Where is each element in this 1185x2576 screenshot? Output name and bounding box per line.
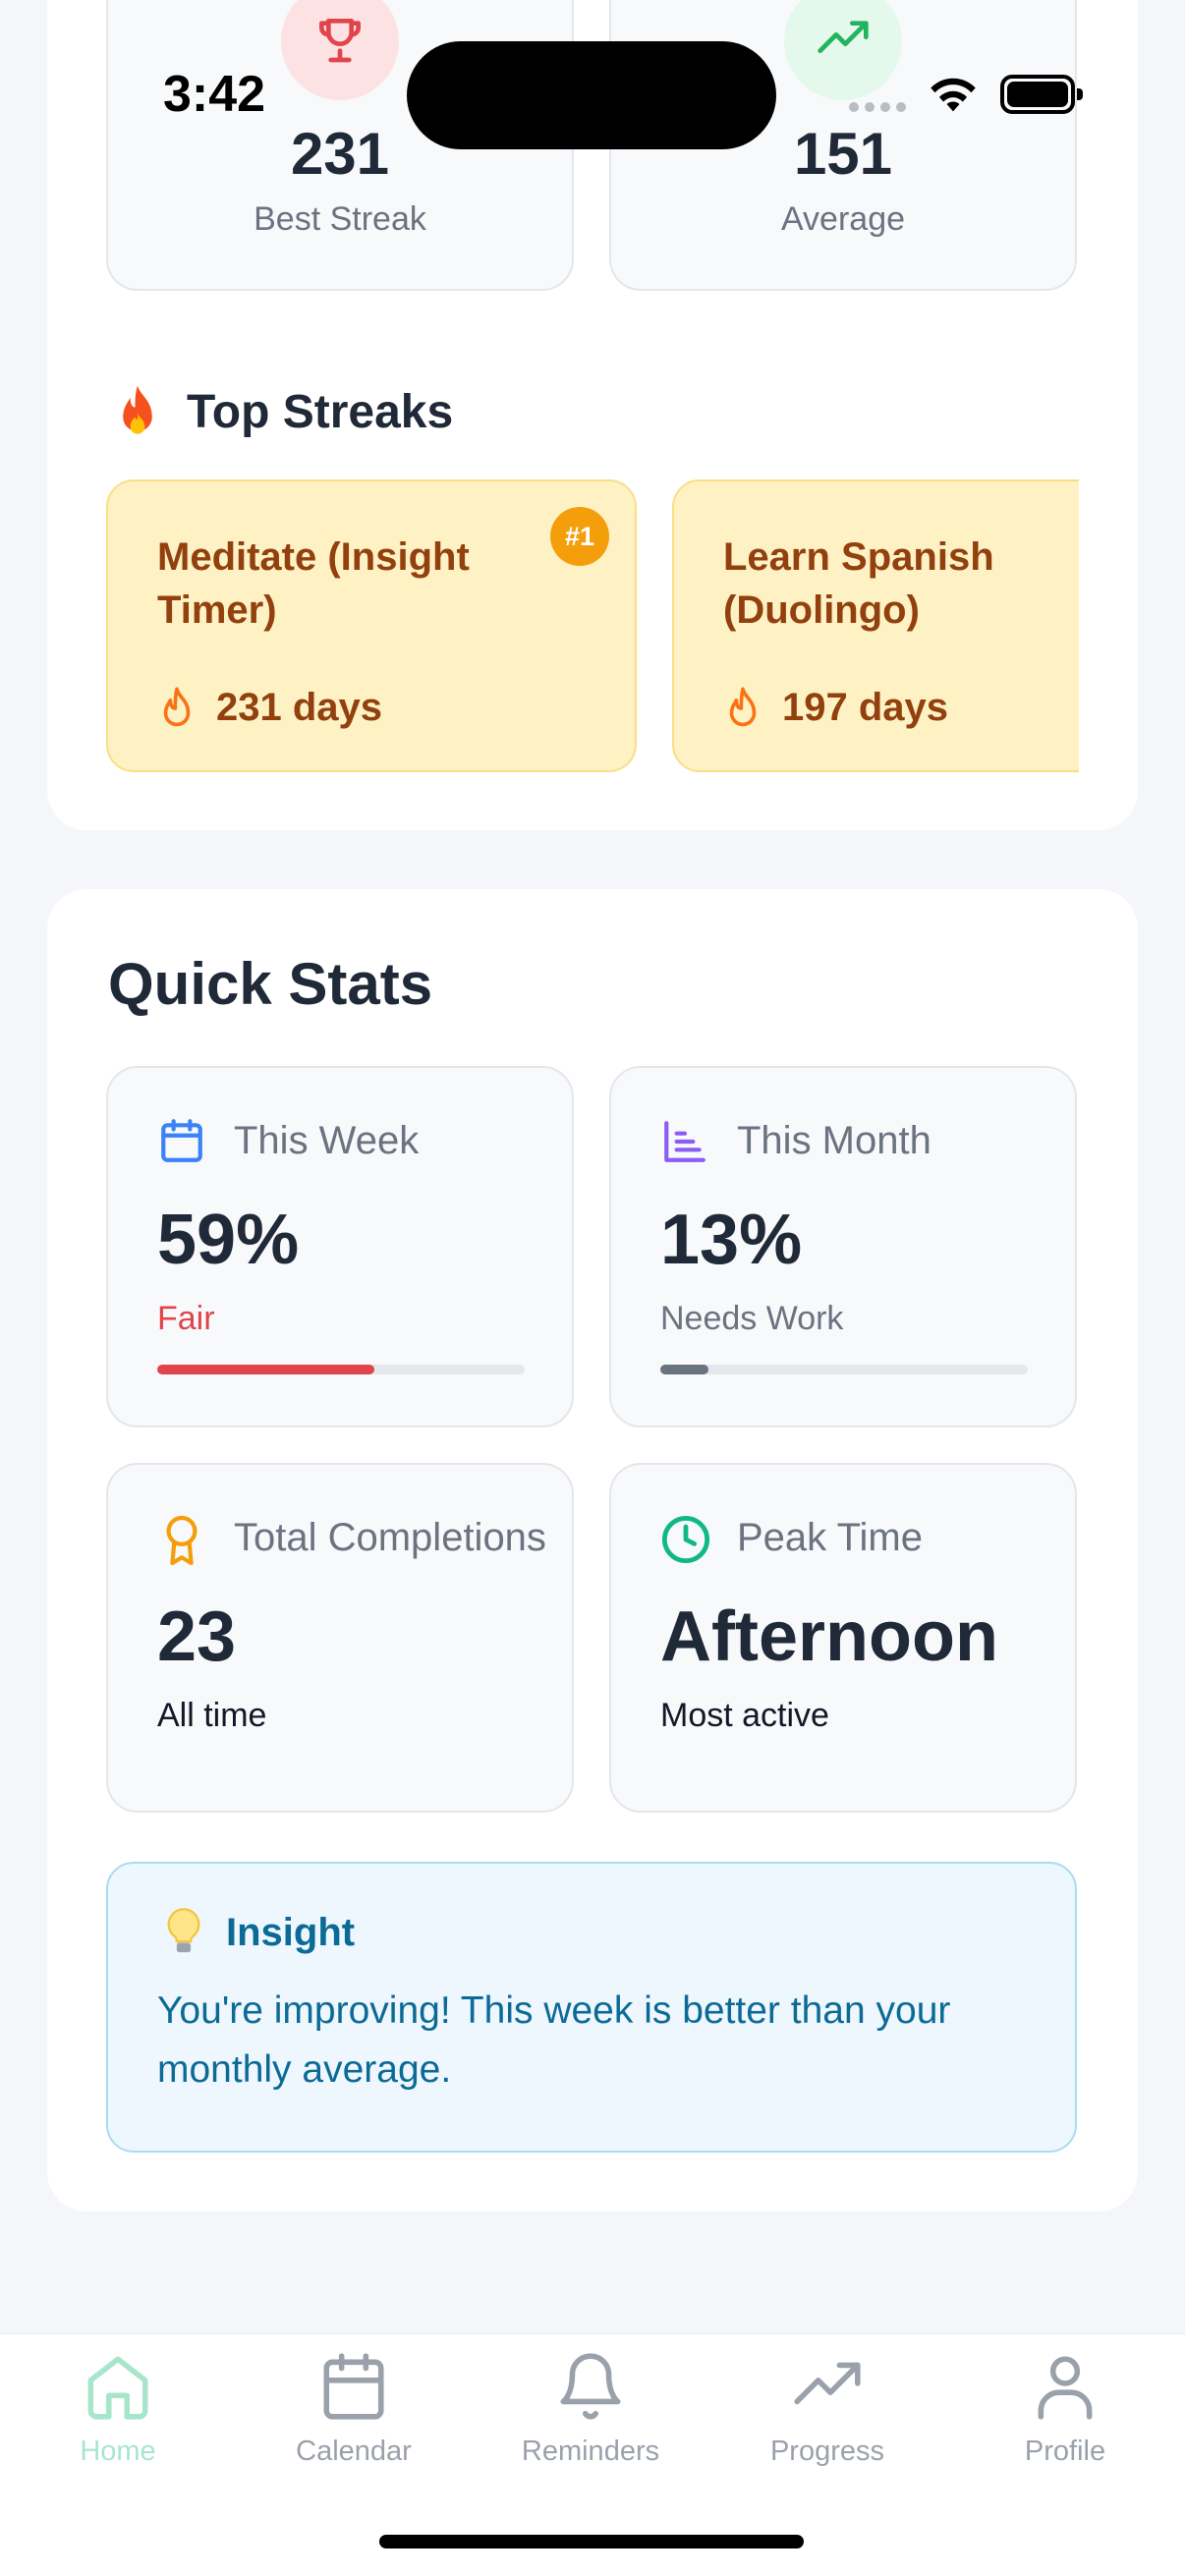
this-month-progress-bar xyxy=(660,1365,1028,1374)
insight-text: You're improving! This week is better th… xyxy=(157,1989,951,2091)
dynamic-island xyxy=(407,41,776,149)
this-month-label: This Month xyxy=(737,1119,931,1162)
quick-stats-panel: Quick Stats This Week 59% Fair This Mont… xyxy=(47,889,1138,2212)
this-week-card[interactable]: This Week 59% Fair xyxy=(106,1066,574,1428)
award-icon xyxy=(166,1515,198,1566)
peak-time-card[interactable]: Peak Time Afternoon Most active xyxy=(609,1463,1077,1813)
this-month-status: Needs Work xyxy=(660,1300,844,1337)
nav-progress[interactable]: Progress xyxy=(729,2350,926,2468)
fire-icon xyxy=(108,383,167,442)
this-week-value: 59% xyxy=(157,1201,300,1279)
average-label: Average xyxy=(780,200,906,238)
trending-up-icon xyxy=(794,2362,861,2405)
trend-icon-badge xyxy=(784,0,902,100)
streak-name: Learn Spanish (Duolingo) xyxy=(723,535,994,632)
status-bar: 3:42 xyxy=(0,0,1185,149)
top-streaks-scroller[interactable]: #1 Meditate (Insight Timer) 231 days Lea… xyxy=(106,479,1079,774)
trophy-icon xyxy=(319,19,361,63)
streak-name: Meditate (Insight Timer) xyxy=(157,535,470,632)
rank-badge: #1 xyxy=(550,507,609,566)
best-streak-label: Best Streak xyxy=(254,200,426,238)
this-week-status: Fair xyxy=(157,1300,215,1337)
total-completions-sub: All time xyxy=(157,1697,267,1734)
nav-reminders-label: Reminders xyxy=(521,2436,660,2467)
bar-chart-icon xyxy=(664,1121,705,1162)
top-streaks-title: Top Streaks xyxy=(187,386,454,438)
peak-time-label: Peak Time xyxy=(737,1516,923,1559)
flame-icon xyxy=(729,687,757,727)
clock-icon xyxy=(661,1515,710,1564)
lightbulb-icon xyxy=(167,1908,200,1953)
nav-progress-label: Progress xyxy=(769,2436,885,2467)
nav-home-label: Home xyxy=(80,2436,156,2467)
signal-dots-icon xyxy=(849,102,906,112)
home-icon xyxy=(87,2356,148,2420)
nav-home[interactable]: Home xyxy=(20,2350,216,2468)
trending-up-icon xyxy=(818,21,869,54)
streak-card-2[interactable]: Learn Spanish (Duolingo) 197 days xyxy=(672,479,1079,772)
battery-icon xyxy=(1000,75,1083,114)
quick-stats-title: Quick Stats xyxy=(108,951,433,1017)
peak-time-value: Afternoon xyxy=(660,1597,998,1676)
streak-card-1[interactable]: #1 Meditate (Insight Timer) 231 days xyxy=(106,479,637,772)
peak-time-sub: Most active xyxy=(660,1697,829,1734)
fire-emoji xyxy=(123,385,152,434)
trophy-icon-badge xyxy=(281,0,399,100)
bell-icon xyxy=(560,2353,621,2420)
user-icon xyxy=(1038,2356,1093,2420)
this-week-progress-bar xyxy=(157,1365,525,1374)
nav-calendar-label: Calendar xyxy=(296,2436,412,2467)
nav-profile[interactable]: Profile xyxy=(967,2350,1163,2468)
this-month-value: 13% xyxy=(660,1201,803,1279)
streak-days: 231 days xyxy=(216,686,383,729)
status-time: 3:42 xyxy=(163,66,266,123)
flame-icon xyxy=(163,687,191,727)
home-indicator xyxy=(379,2535,804,2548)
calendar-icon xyxy=(323,2353,384,2420)
nav-reminders[interactable]: Reminders xyxy=(492,2350,689,2468)
insight-box: Insight You're improving! This week is b… xyxy=(106,1862,1077,2153)
total-completions-value: 23 xyxy=(157,1597,237,1676)
this-month-progress-fill xyxy=(660,1365,708,1374)
this-week-label: This Week xyxy=(234,1119,420,1162)
streak-days: 197 days xyxy=(782,686,949,729)
total-completions-label: Total Completions xyxy=(234,1516,546,1559)
nav-profile-label: Profile xyxy=(1024,2436,1106,2467)
insight-title: Insight xyxy=(226,1911,356,1954)
total-completions-card[interactable]: Total Completions 23 All time xyxy=(106,1463,574,1813)
this-week-progress-fill xyxy=(157,1365,374,1374)
wifi-icon xyxy=(931,78,976,112)
this-month-card[interactable]: This Month 13% Needs Work xyxy=(609,1066,1077,1428)
calendar-icon xyxy=(161,1119,202,1162)
best-streak-value: 231 xyxy=(290,121,390,187)
average-value: 151 xyxy=(793,121,893,187)
nav-calendar[interactable]: Calendar xyxy=(255,2350,452,2468)
